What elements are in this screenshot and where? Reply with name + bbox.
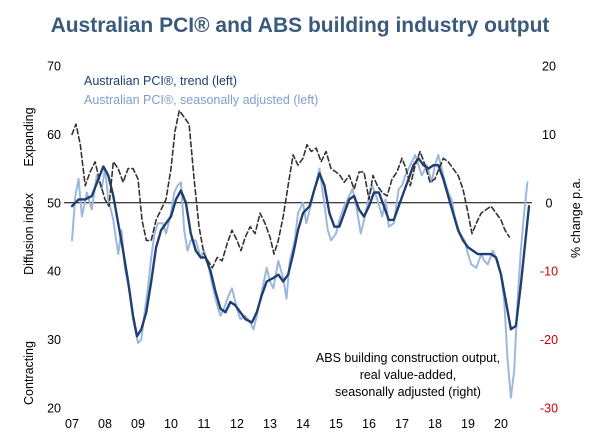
- left-tick-label: 60: [47, 128, 61, 142]
- annotation: ABS building construction output, real v…: [316, 351, 500, 399]
- x-tick-label: 07: [65, 417, 79, 431]
- left-tick-label: 40: [47, 265, 61, 279]
- x-tick-label: 12: [230, 417, 244, 431]
- left-tick-label: 70: [47, 60, 61, 74]
- right-tick-label: -20: [540, 333, 558, 347]
- legend: Australian PCI®, trend (left) Australian…: [84, 74, 318, 107]
- x-tick-label: 18: [428, 417, 442, 431]
- x-axis-ticks: 07 08 09 10 11 12 13 14 15 16 17 18 19 20: [65, 417, 508, 431]
- x-tick-label: 16: [362, 417, 376, 431]
- expanding-label: Expanding: [22, 107, 36, 166]
- right-tick-label: 10: [542, 128, 556, 142]
- right-tick-label: -10: [540, 265, 558, 279]
- chart-title: Australian PCI® and ABS building industr…: [51, 14, 550, 37]
- right-tick-label: 20: [542, 60, 556, 74]
- left-axis-title: Diffusion index: [22, 192, 36, 275]
- x-tick-label: 09: [131, 417, 145, 431]
- trend-series-line: [70, 157, 531, 338]
- x-tick-label: 13: [263, 417, 277, 431]
- contracting-label: Contracting: [22, 341, 36, 405]
- x-tick-label: 14: [296, 417, 310, 431]
- right-tick-label: 0: [546, 196, 553, 210]
- abs-output-series-line: [71, 109, 511, 269]
- legend-trend-label: Australian PCI®, trend (left): [84, 74, 237, 88]
- x-tick-label: 08: [98, 417, 112, 431]
- x-tick-label: 19: [461, 417, 475, 431]
- annotation-line-2: real value-added,: [360, 368, 457, 382]
- x-tick-label: 15: [329, 417, 343, 431]
- legend-sa-label: Australian PCI®, seasonally adjusted (le…: [84, 93, 318, 107]
- x-tick-label: 11: [198, 417, 211, 431]
- x-tick-label: 10: [164, 417, 178, 431]
- x-tick-label: 20: [494, 417, 508, 431]
- right-axis-ticks: -30 -20 -10 0 10 20: [540, 60, 558, 416]
- series-layer: [70, 109, 531, 399]
- annotation-line-1: ABS building construction output,: [316, 351, 500, 365]
- left-tick-label: 30: [47, 333, 61, 347]
- right-axis-title: % change p.a.: [569, 178, 583, 258]
- left-axis-ticks: 20 30 40 50 60 70: [47, 60, 61, 416]
- annotation-line-3: seasonally adjusted (right): [335, 385, 481, 399]
- x-tick-label: 17: [395, 417, 409, 431]
- right-tick-label: -30: [540, 402, 558, 416]
- left-tick-label: 50: [47, 196, 61, 210]
- left-tick-label: 20: [47, 402, 61, 416]
